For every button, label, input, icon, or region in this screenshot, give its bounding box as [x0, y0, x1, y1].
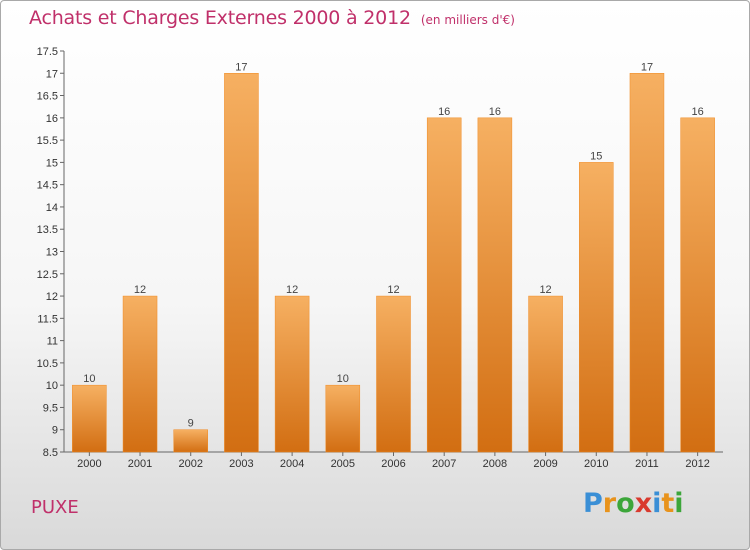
bar-2008 — [477, 117, 513, 453]
data-label-2006: 12 — [387, 284, 399, 296]
label-layer: 10 12 9 17 12 10 12 16 16 12 15 17 16 — [83, 61, 704, 429]
bar-2007 — [426, 117, 462, 453]
bar-2009 — [528, 295, 563, 453]
logo-letter: i — [652, 488, 662, 519]
x-tick-label-2005: 2005 — [331, 458, 355, 470]
y-tick-label: 8.5 — [43, 447, 58, 459]
y-tick-label: 9 — [52, 425, 58, 437]
y-tick-label: 17.5 — [37, 46, 58, 58]
x-tick-label-2011: 2011 — [635, 458, 659, 470]
x-tick-label-2008: 2008 — [483, 458, 507, 470]
logo-letter: r — [602, 488, 617, 519]
y-tick-label: 17 — [46, 68, 58, 80]
data-label-2001: 12 — [134, 284, 146, 296]
y-tick-label: 16 — [46, 113, 58, 125]
chart-unit-note: (en milliers d'€) — [420, 13, 515, 27]
y-tick-label: 11.5 — [37, 313, 58, 325]
data-label-2007: 16 — [438, 106, 450, 118]
commune-name: PUXE — [31, 497, 79, 518]
bar-2012 — [680, 117, 715, 453]
bar-2011 — [629, 73, 665, 453]
data-label-2008: 16 — [489, 106, 501, 118]
bar-2003 — [224, 73, 259, 453]
bar-2010 — [579, 162, 614, 453]
bar-layer — [72, 73, 715, 453]
x-tick-label-2004: 2004 — [280, 458, 304, 470]
data-label-2011: 17 — [641, 61, 653, 73]
proxiti-logo: Proxiti — [583, 488, 684, 519]
y-tick-label: 16.5 — [37, 91, 58, 103]
x-tick-label-2007: 2007 — [432, 458, 456, 470]
logo-letter: x — [634, 488, 653, 519]
bar-2005 — [325, 384, 361, 453]
bar-2000 — [72, 384, 107, 453]
y-tick-label: 12.5 — [37, 269, 58, 281]
data-label-2009: 12 — [539, 284, 551, 296]
y-tick-label: 10 — [46, 380, 58, 392]
y-tick-label: 13 — [46, 247, 58, 259]
data-label-2010: 15 — [590, 150, 602, 162]
bar-2002 — [173, 429, 208, 453]
x-tick-label-2000: 2000 — [77, 458, 101, 470]
logo-letter: o — [616, 488, 635, 519]
x-tick-label-2012: 2012 — [685, 458, 709, 470]
data-label-2005: 10 — [337, 373, 349, 385]
data-label-2004: 12 — [286, 284, 298, 296]
x-tick-label-2010: 2010 — [584, 458, 608, 470]
y-tick-label: 15.5 — [37, 135, 58, 147]
bar-2006 — [376, 295, 411, 453]
logo-letter: P — [583, 488, 603, 519]
data-label-2012: 16 — [692, 106, 704, 118]
data-label-2002: 9 — [188, 418, 194, 430]
y-tick-label: 9.5 — [43, 402, 58, 414]
y-tick-label: 15 — [46, 157, 58, 169]
data-label-2003: 17 — [235, 61, 247, 73]
y-tick-label: 12 — [46, 291, 58, 303]
x-tick-label-2003: 2003 — [229, 458, 253, 470]
chart-title: Achats et Charges Externes 2000 à 2012 — [29, 7, 411, 29]
y-tick-label: 10.5 — [37, 358, 58, 370]
bar-2001 — [122, 295, 158, 453]
y-tick-label: 11 — [47, 336, 58, 348]
bar-2004 — [274, 295, 310, 453]
y-tick-label: 13.5 — [37, 224, 58, 236]
x-tick-label-2002: 2002 — [178, 458, 202, 470]
x-tick-label-2009: 2009 — [533, 458, 557, 470]
y-tick-label: 14.5 — [37, 180, 58, 192]
x-tick-label-2006: 2006 — [381, 458, 405, 470]
x-tick-label-2001: 2001 — [128, 458, 152, 470]
y-tick-label: 14 — [46, 202, 58, 214]
data-label-2000: 10 — [83, 373, 95, 385]
logo-letter: t — [661, 488, 675, 519]
logo-letter: i — [674, 488, 684, 519]
chart-title-block: Achats et Charges Externes 2000 à 2012 (e… — [29, 7, 515, 29]
